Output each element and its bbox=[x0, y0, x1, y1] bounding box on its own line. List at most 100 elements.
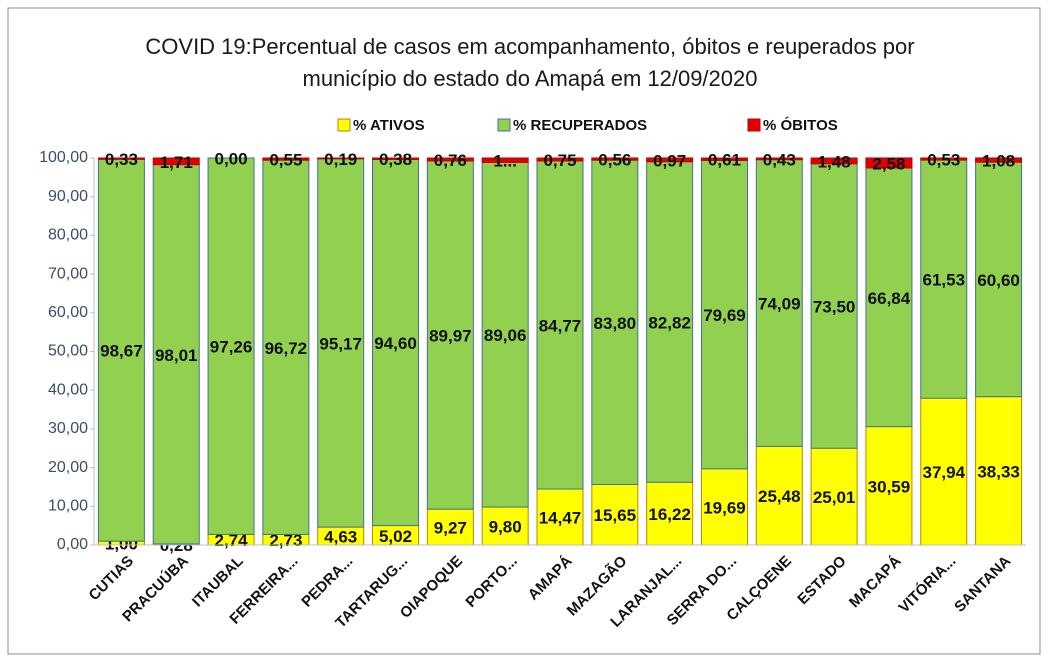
data-label: 0,55 bbox=[269, 151, 302, 170]
bar-segment bbox=[591, 483, 639, 546]
data-label: 1... bbox=[493, 152, 517, 171]
data-label: 1,08 bbox=[982, 152, 1015, 171]
data-label: 60,60 bbox=[977, 271, 1020, 290]
bar-segment bbox=[810, 157, 858, 165]
bar-segment bbox=[97, 158, 145, 542]
data-label: 4,63 bbox=[324, 528, 357, 547]
bar-segment bbox=[317, 158, 365, 528]
data-label: 0,61 bbox=[708, 151, 741, 170]
y-tick-label: 100,00 bbox=[39, 149, 88, 166]
bar-segment bbox=[372, 157, 420, 160]
data-label: 14,47 bbox=[539, 508, 582, 527]
data-label: 1,71 bbox=[160, 153, 193, 172]
y-tick-label: 50,00 bbox=[48, 343, 88, 360]
bar-segment bbox=[262, 157, 310, 161]
data-label: 0,00 bbox=[215, 149, 248, 168]
legend-swatch bbox=[497, 118, 511, 132]
data-label: 94,60 bbox=[374, 334, 417, 353]
data-label: 0,75 bbox=[543, 151, 576, 170]
data-label: 89,06 bbox=[484, 326, 527, 345]
bar-segment bbox=[152, 164, 200, 545]
y-tick-label: 80,00 bbox=[48, 227, 88, 244]
data-label: 84,77 bbox=[539, 316, 582, 335]
data-label: 16,22 bbox=[648, 505, 691, 524]
bar-segment bbox=[426, 160, 474, 510]
y-tick-label: 20,00 bbox=[48, 459, 88, 476]
bar-segment bbox=[152, 157, 200, 166]
chart-title: COVID 19:Percentual de casos em acompanh… bbox=[145, 34, 914, 59]
bar-segment bbox=[97, 157, 145, 160]
data-label: 25,01 bbox=[813, 488, 856, 507]
data-label: 98,67 bbox=[100, 342, 143, 361]
data-label: 0,33 bbox=[105, 150, 138, 169]
bar-segment bbox=[975, 396, 1023, 546]
legend-swatch bbox=[337, 118, 351, 132]
legend-swatch bbox=[747, 118, 761, 132]
data-label: 19,69 bbox=[703, 498, 746, 517]
bar-segment bbox=[591, 157, 639, 161]
y-tick-label: 0,00 bbox=[57, 536, 88, 553]
data-label: 30,59 bbox=[868, 477, 911, 496]
data-label: 0,56 bbox=[598, 151, 631, 170]
data-label: 2,58 bbox=[872, 154, 905, 173]
chart-title: município do estado do Amapá em 12/09/20… bbox=[303, 66, 758, 91]
data-label: 66,84 bbox=[868, 289, 911, 308]
bar-segment bbox=[975, 161, 1023, 398]
bar-segment bbox=[426, 157, 474, 162]
data-label: 0,43 bbox=[763, 150, 796, 169]
bar-segment bbox=[755, 445, 803, 546]
bar-segment bbox=[372, 158, 420, 527]
bar-segment bbox=[536, 488, 584, 546]
bar-segment bbox=[646, 157, 694, 163]
data-label: 79,69 bbox=[703, 306, 746, 325]
bar-segment bbox=[865, 426, 913, 546]
y-tick-label: 30,00 bbox=[48, 420, 88, 437]
bar-segment bbox=[481, 506, 529, 546]
data-label: 0,76 bbox=[434, 151, 467, 170]
data-label: 96,72 bbox=[265, 339, 308, 358]
data-label: 83,80 bbox=[594, 314, 637, 333]
y-tick-label: 70,00 bbox=[48, 265, 88, 282]
legend-label: % ATIVOS bbox=[353, 117, 425, 134]
legend-label: % ÓBITOS bbox=[763, 116, 838, 134]
bar-segment bbox=[536, 160, 584, 490]
bar-segment bbox=[810, 163, 858, 449]
data-label: 0,19 bbox=[324, 150, 357, 169]
data-label: 0,97 bbox=[653, 151, 686, 170]
data-label: 98,01 bbox=[155, 346, 198, 365]
data-label: 9,80 bbox=[489, 518, 522, 537]
bar-segment bbox=[920, 159, 968, 399]
bar-segment bbox=[481, 157, 529, 163]
data-label: 73,50 bbox=[813, 297, 856, 316]
bar-segment bbox=[207, 157, 255, 535]
bar-segment bbox=[700, 157, 748, 161]
bar-segment bbox=[591, 159, 639, 485]
bar-segment bbox=[536, 157, 584, 162]
bar-segment bbox=[865, 157, 913, 169]
data-label: 61,53 bbox=[922, 271, 965, 290]
data-label: 95,17 bbox=[319, 334, 362, 353]
bar-segment bbox=[920, 157, 968, 161]
bar-segment bbox=[865, 167, 913, 428]
data-label: 82,82 bbox=[648, 313, 691, 332]
data-label: 9,27 bbox=[434, 519, 467, 538]
bar-segment bbox=[920, 397, 968, 546]
bar-segment bbox=[975, 157, 1023, 163]
legend-label: % RECUPERADOS bbox=[513, 117, 647, 134]
bar-segment bbox=[317, 157, 365, 160]
y-tick-label: 40,00 bbox=[48, 381, 88, 398]
bar-segment bbox=[262, 159, 310, 535]
data-label: 25,48 bbox=[758, 487, 801, 506]
data-label: 37,94 bbox=[922, 463, 965, 482]
bar-segment bbox=[700, 159, 748, 470]
data-label: 74,09 bbox=[758, 295, 801, 314]
data-label: 15,65 bbox=[594, 506, 637, 525]
y-tick-label: 60,00 bbox=[48, 304, 88, 321]
data-label: 0,53 bbox=[927, 151, 960, 170]
data-label: 5,02 bbox=[379, 527, 412, 546]
y-tick-label: 90,00 bbox=[48, 188, 88, 205]
data-label: 97,26 bbox=[210, 338, 253, 357]
data-label: 89,97 bbox=[429, 327, 472, 346]
data-label: 38,33 bbox=[977, 462, 1020, 481]
